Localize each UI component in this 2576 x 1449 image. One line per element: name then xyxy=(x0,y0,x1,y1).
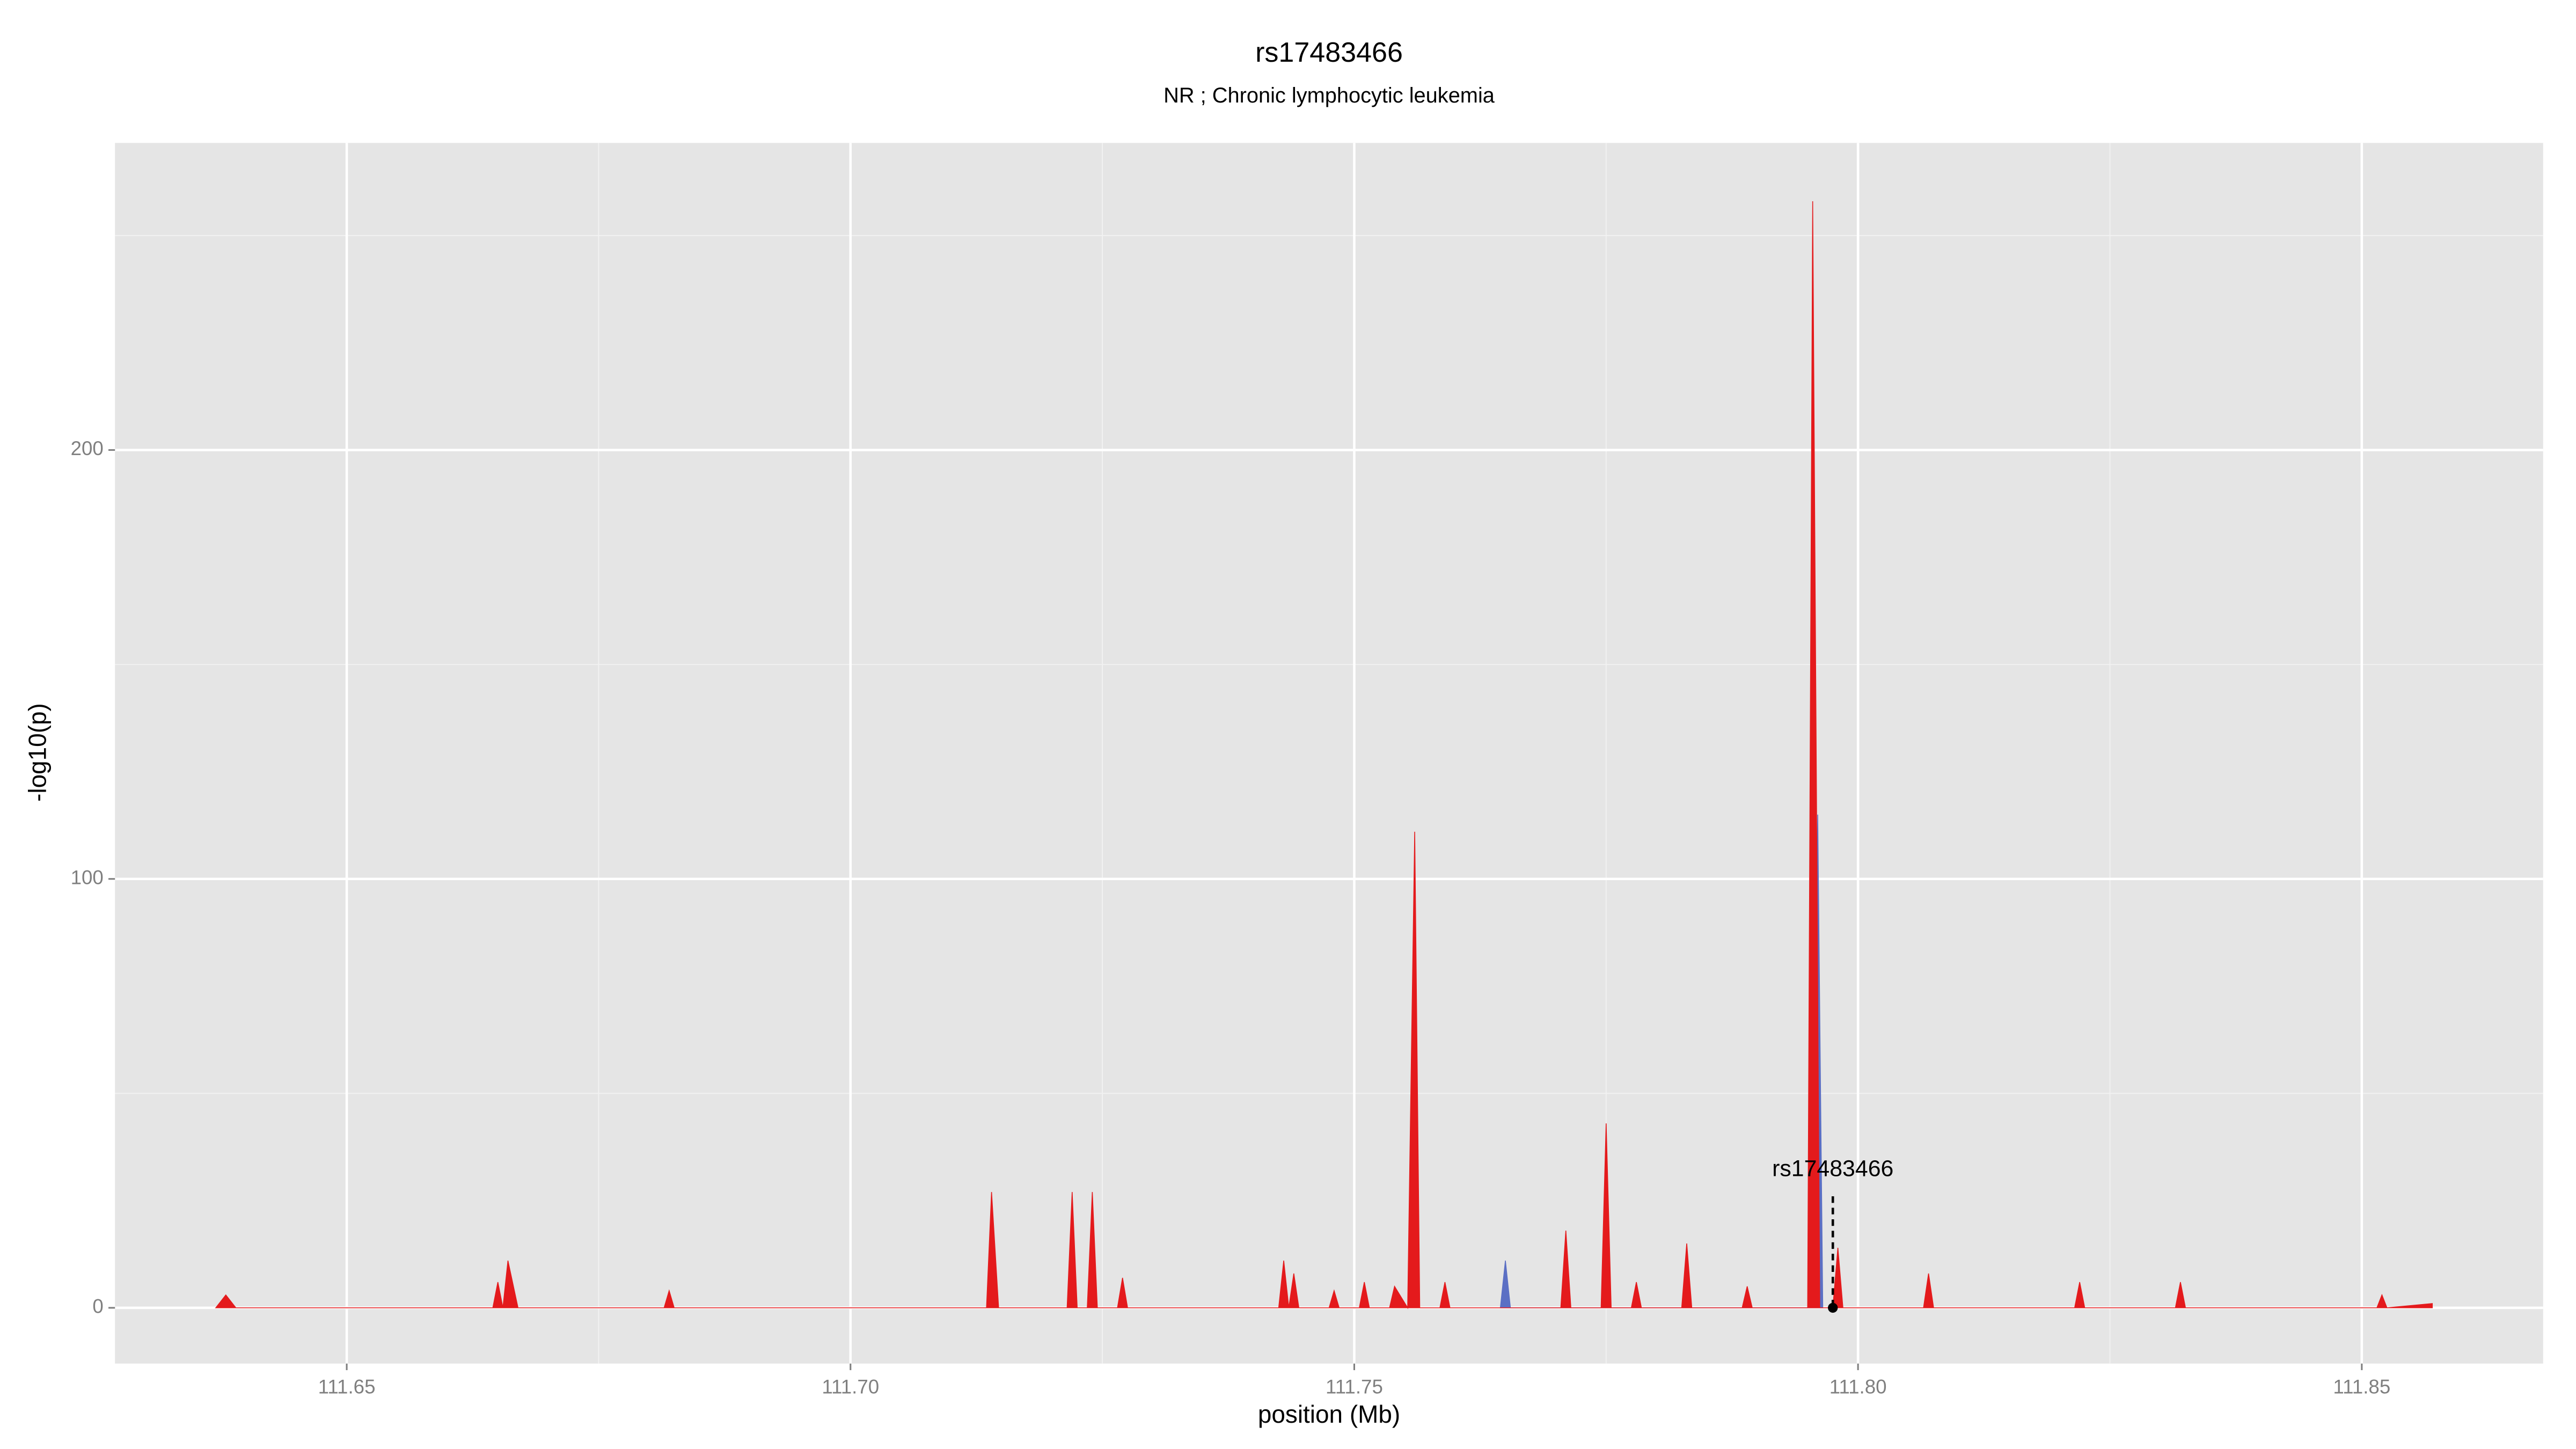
annotation-label: rs17483466 xyxy=(1772,1155,1893,1181)
x-tick-label: 111.70 xyxy=(822,1375,879,1397)
x-tick-label: 111.80 xyxy=(1829,1375,1887,1397)
x-axis-label: position (Mb) xyxy=(1258,1400,1400,1428)
x-tick-label: 111.75 xyxy=(1326,1375,1383,1397)
y-axis-label: -log10(p) xyxy=(24,703,52,802)
y-tick-label: 200 xyxy=(71,437,104,459)
x-tick-label: 111.65 xyxy=(318,1375,376,1397)
annotation-point xyxy=(1828,1302,1838,1313)
x-tick-label: 111.85 xyxy=(2333,1375,2390,1397)
plot-panel xyxy=(115,143,2543,1364)
y-tick-label: 100 xyxy=(71,866,104,888)
chart-title: rs17483466 xyxy=(1255,37,1403,68)
y-tick-label: 0 xyxy=(92,1296,103,1318)
chart-subtitle: NR ; Chronic lymphocytic leukemia xyxy=(1163,84,1495,107)
area xyxy=(215,201,2433,1309)
